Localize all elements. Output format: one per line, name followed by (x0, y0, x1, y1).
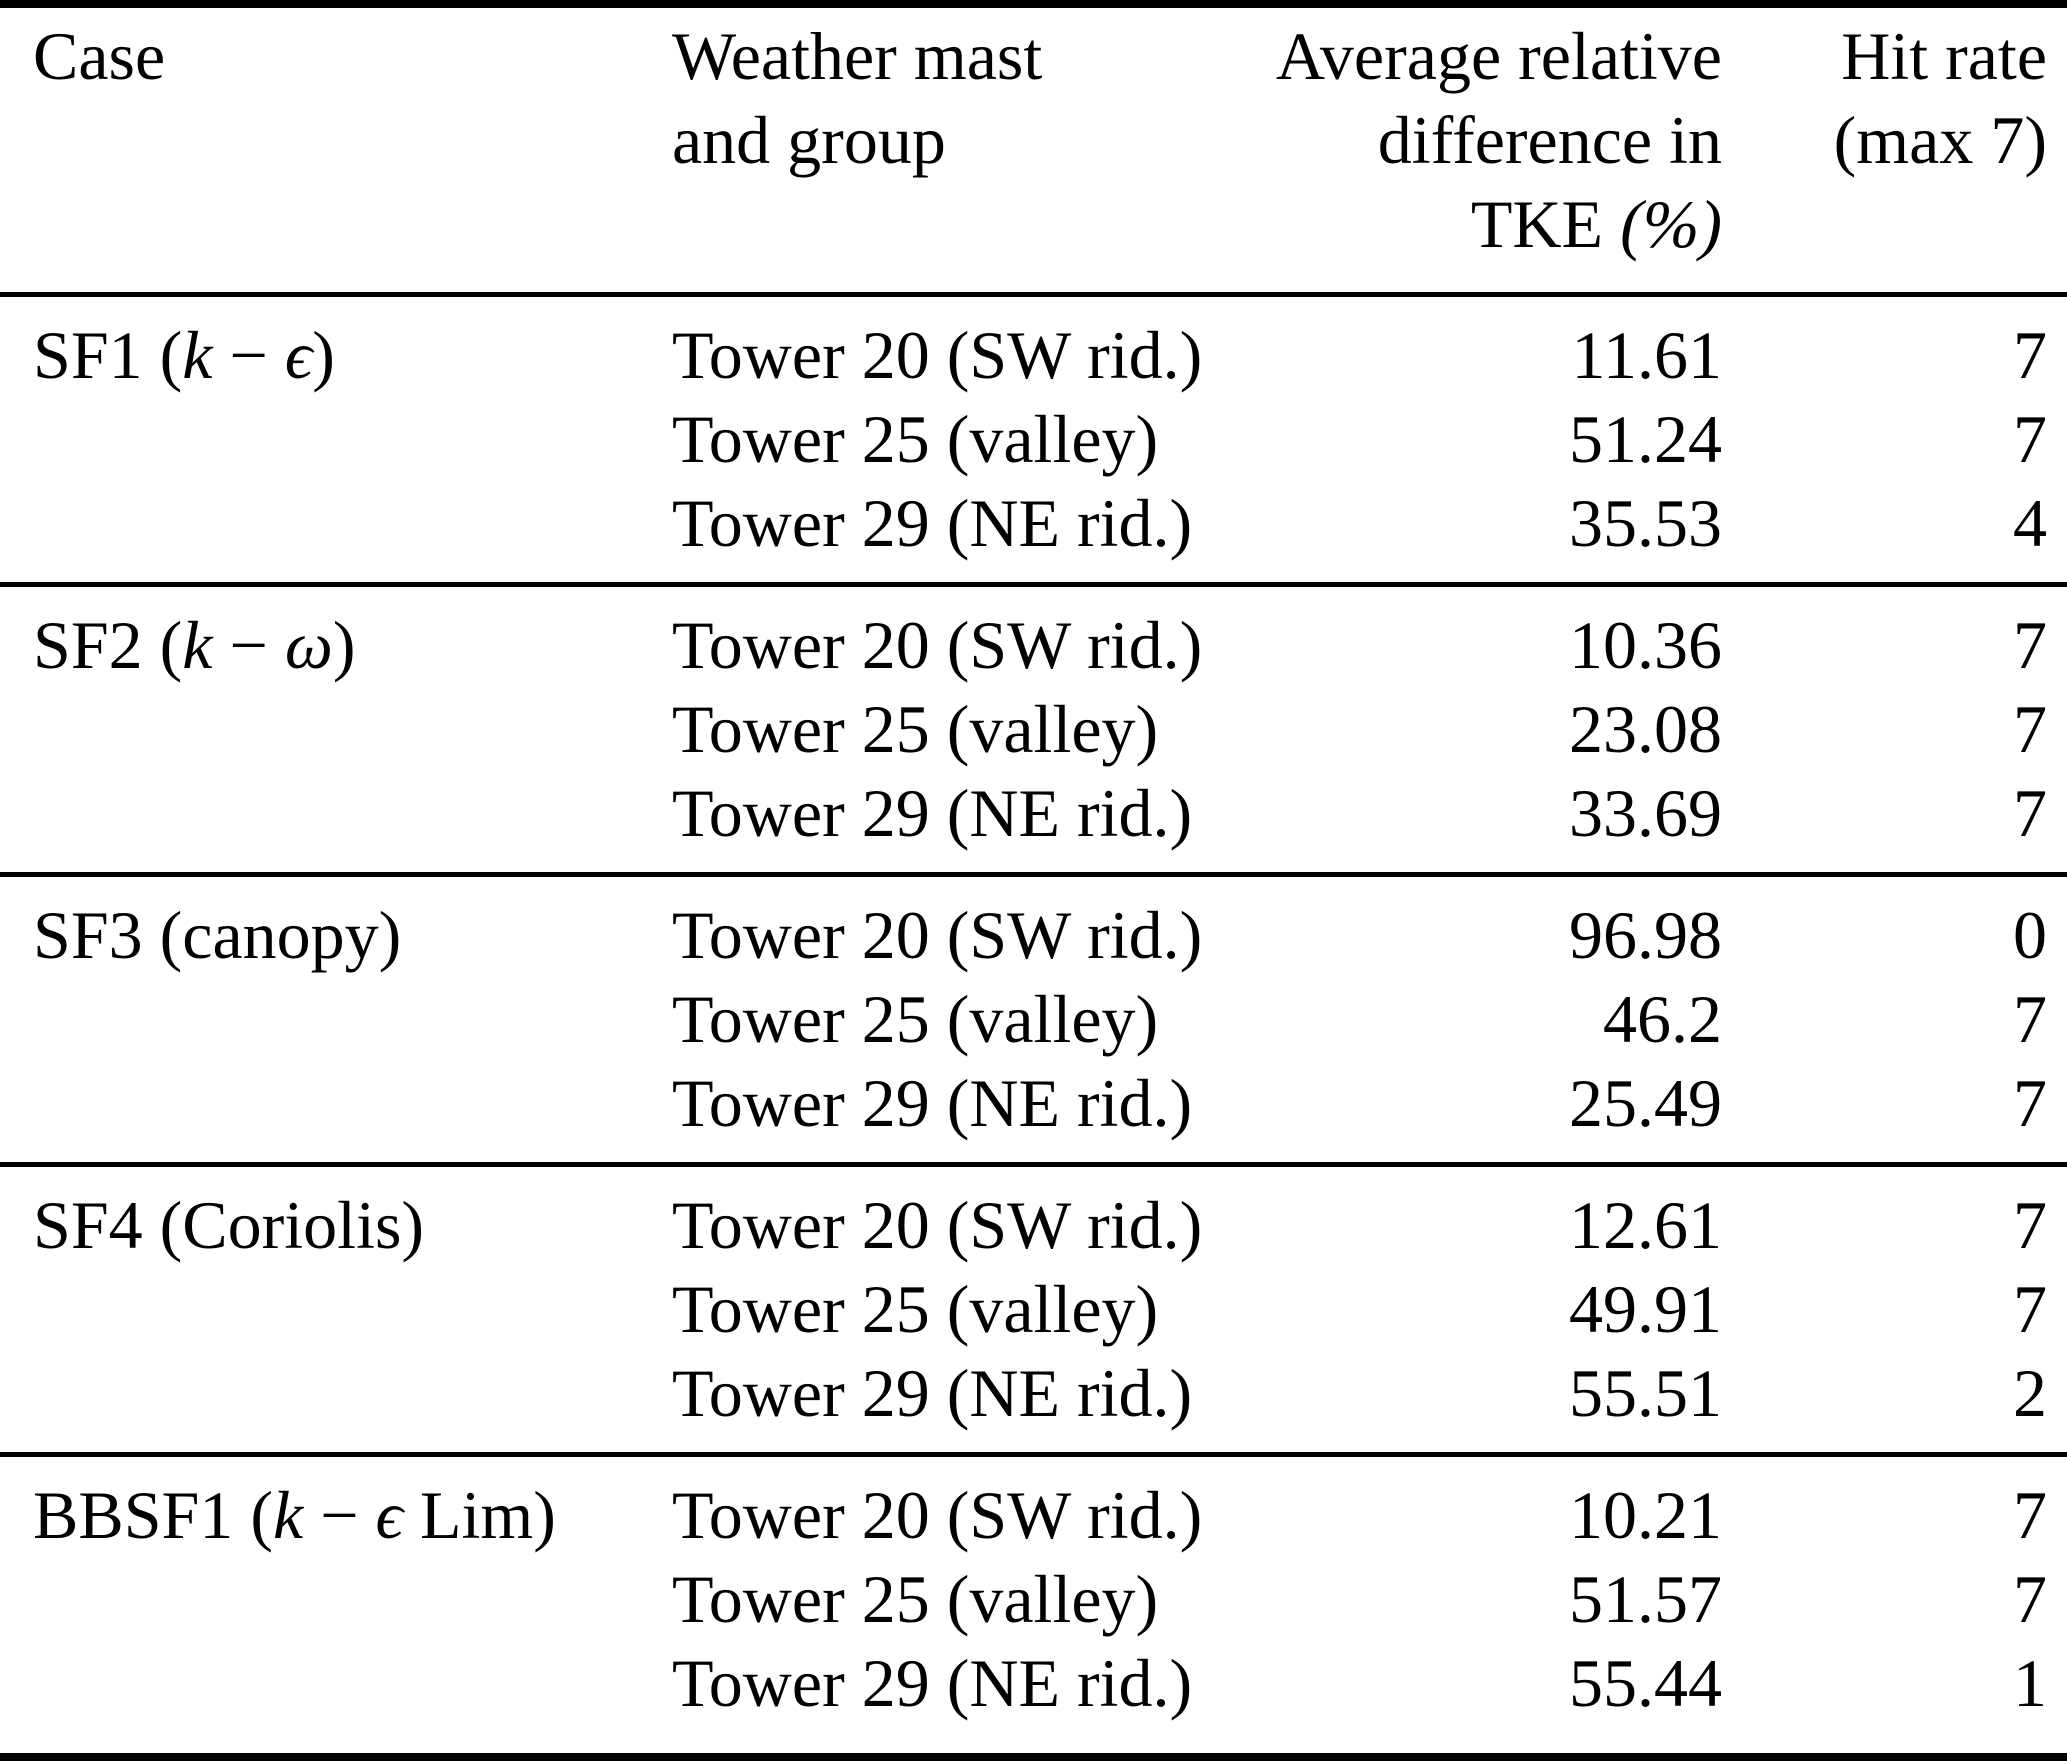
tke-value-cell: 49.91 (1569, 1271, 1722, 1347)
hit-rate-cell: 7 (2013, 1477, 2047, 1553)
weather-mast-cell: Tower 20 (SW rid.) (672, 1477, 1203, 1553)
header-tke-line-3: TKE (%) (1470, 186, 1722, 262)
weather-mast-cell-stack: Tower 20 (SW rid.) Tower 25 (valley) Tower… (672, 313, 1272, 565)
tke-value-cell: 51.57 (1569, 1561, 1722, 1637)
weather-mast-cell: Tower 29 (NE rid.) (672, 485, 1193, 561)
case-cell: BBSF1 (k − ϵ Lim) (33, 1473, 672, 1557)
case-label: SF4 (Coriolis) (33, 1187, 425, 1263)
tke-value-cell: 11.61 (1571, 317, 1722, 393)
case-cell: SF4 (Coriolis) (33, 1183, 672, 1267)
header-tke-line-1: Average relative (1275, 18, 1722, 94)
weather-mast-cell: Tower 20 (SW rid.) (672, 897, 1203, 973)
hit-rate-cell: 1 (2013, 1645, 2047, 1721)
tke-value-cell: 33.69 (1569, 775, 1722, 851)
weather-mast-cell: Tower 25 (valley) (672, 1561, 1159, 1637)
weather-mast-cell: Tower 25 (valley) (672, 691, 1159, 767)
case-label: SF1 (k − ϵ) (33, 317, 335, 393)
tke-value-cell: 96.98 (1569, 897, 1722, 973)
tke-value-cell: 23.08 (1569, 691, 1722, 767)
table-group-row: SF1 (k − ϵ) Tower 20 (SW rid.) Tower 25 (… (0, 297, 2067, 582)
tke-value-cell: 55.51 (1569, 1355, 1722, 1431)
header-tke-line-2: difference in (1377, 102, 1722, 178)
tke-value-cell: 55.44 (1569, 1645, 1722, 1721)
tke-value-cell: 10.21 (1569, 1477, 1722, 1553)
header-hit-line-2: (max 7) (1833, 102, 2047, 178)
header-case-line: Case (33, 18, 166, 94)
weather-mast-cell: Tower 29 (NE rid.) (672, 1645, 1193, 1721)
table-group-row: SF2 (k − ω) Tower 20 (SW rid.) Tower 25 (… (0, 587, 2067, 872)
case-label: BBSF1 (k − ϵ Lim) (33, 1477, 556, 1553)
tke-value-cell-stack: 10.36 23.08 33.69 (1272, 603, 1722, 855)
weather-mast-cell: Tower 29 (NE rid.) (672, 1355, 1193, 1431)
hit-rate-cell: 7 (2013, 981, 2047, 1057)
group-divider-rule (0, 1452, 2067, 1457)
hit-rate-cell-stack: 7 7 4 (1722, 313, 2047, 565)
hit-rate-cell: 7 (2013, 1187, 2047, 1263)
weather-mast-cell: Tower 25 (valley) (672, 1271, 1159, 1347)
hit-rate-cell-stack: 7 7 1 (1722, 1473, 2047, 1725)
table-body: SF1 (k − ϵ) Tower 20 (SW rid.) Tower 25 (… (0, 297, 2067, 1753)
tke-value-cell-stack: 96.98 46.2 25.49 (1272, 893, 1722, 1145)
header-mast-line-2: and group (672, 102, 946, 178)
weather-mast-cell-stack: Tower 20 (SW rid.) Tower 25 (valley) Tower… (672, 1183, 1272, 1435)
case-cell: SF1 (k − ϵ) (33, 313, 672, 397)
hit-rate-cell: 7 (2013, 775, 2047, 851)
case-cell: SF2 (k − ω) (33, 603, 672, 687)
weather-mast-cell: Tower 20 (SW rid.) (672, 317, 1203, 393)
tke-value-cell-stack: 10.21 51.57 55.44 (1272, 1473, 1722, 1725)
case-label: SF3 (canopy) (33, 897, 402, 973)
tke-value-cell-stack: 11.61 51.24 35.53 (1272, 313, 1722, 565)
tke-value-cell: 25.49 (1569, 1065, 1722, 1141)
weather-mast-cell: Tower 29 (NE rid.) (672, 1065, 1193, 1141)
weather-mast-cell: Tower 20 (SW rid.) (672, 1187, 1203, 1263)
tke-value-cell-stack: 12.61 49.91 55.51 (1272, 1183, 1722, 1435)
tke-value-cell: 46.2 (1603, 981, 1722, 1057)
weather-mast-cell: Tower 25 (valley) (672, 401, 1159, 477)
tke-value-cell: 51.24 (1569, 401, 1722, 477)
group-divider-rule (0, 1162, 2067, 1167)
table-group-row: SF3 (canopy) Tower 20 (SW rid.) Tower 25 … (0, 877, 2067, 1162)
column-header-hit-rate: Hit rate (max 7) (1722, 14, 2047, 182)
group-divider-rule (0, 582, 2067, 587)
hit-rate-cell: 7 (2013, 691, 2047, 767)
hit-rate-cell: 7 (2013, 607, 2047, 683)
hit-rate-cell: 0 (2013, 897, 2047, 973)
hit-rate-cell-stack: 7 7 7 (1722, 603, 2047, 855)
hit-rate-cell: 7 (2013, 1561, 2047, 1637)
tke-value-cell: 12.61 (1569, 1187, 1722, 1263)
table-bottom-rule (0, 1753, 2067, 1761)
group-divider-rule (0, 872, 2067, 877)
hit-rate-cell: 4 (2013, 485, 2047, 561)
column-header-tke-difference: Average relative difference in TKE (%) (1272, 14, 1722, 266)
column-header-case: Case (33, 14, 672, 98)
header-divider-rule (0, 292, 2067, 297)
weather-mast-cell: Tower 25 (valley) (672, 981, 1159, 1057)
weather-mast-cell-stack: Tower 20 (SW rid.) Tower 25 (valley) Tower… (672, 893, 1272, 1145)
case-label: SF2 (k − ω) (33, 607, 356, 683)
column-header-weather-mast: Weather mast and group (672, 14, 1272, 182)
tke-value-cell: 35.53 (1569, 485, 1722, 561)
hit-rate-cell-stack: 0 7 7 (1722, 893, 2047, 1145)
header-hit-line-1: Hit rate (1841, 18, 2047, 94)
hit-rate-cell: 7 (2013, 1065, 2047, 1141)
hit-rate-cell-stack: 7 7 2 (1722, 1183, 2047, 1435)
hit-rate-cell: 7 (2013, 401, 2047, 477)
weather-mast-cell: Tower 20 (SW rid.) (672, 607, 1203, 683)
weather-mast-cell-stack: Tower 20 (SW rid.) Tower 25 (valley) Tower… (672, 603, 1272, 855)
hit-rate-cell: 7 (2013, 1271, 2047, 1347)
table-group-row: BBSF1 (k − ϵ Lim) Tower 20 (SW rid.) Towe… (0, 1457, 2067, 1753)
header-mast-line-1: Weather mast (672, 18, 1043, 94)
weather-mast-cell: Tower 29 (NE rid.) (672, 775, 1193, 851)
table-group-row: SF4 (Coriolis) Tower 20 (SW rid.) Tower 2… (0, 1167, 2067, 1452)
tke-value-cell: 10.36 (1569, 607, 1722, 683)
hit-rate-cell: 2 (2013, 1355, 2047, 1431)
case-cell: SF3 (canopy) (33, 893, 672, 977)
table-top-rule (0, 0, 2067, 8)
table-header-row: Case Weather mast and group Average rela… (0, 8, 2067, 292)
hit-rate-cell: 7 (2013, 317, 2047, 393)
weather-mast-cell-stack: Tower 20 (SW rid.) Tower 25 (valley) Tower… (672, 1473, 1272, 1725)
